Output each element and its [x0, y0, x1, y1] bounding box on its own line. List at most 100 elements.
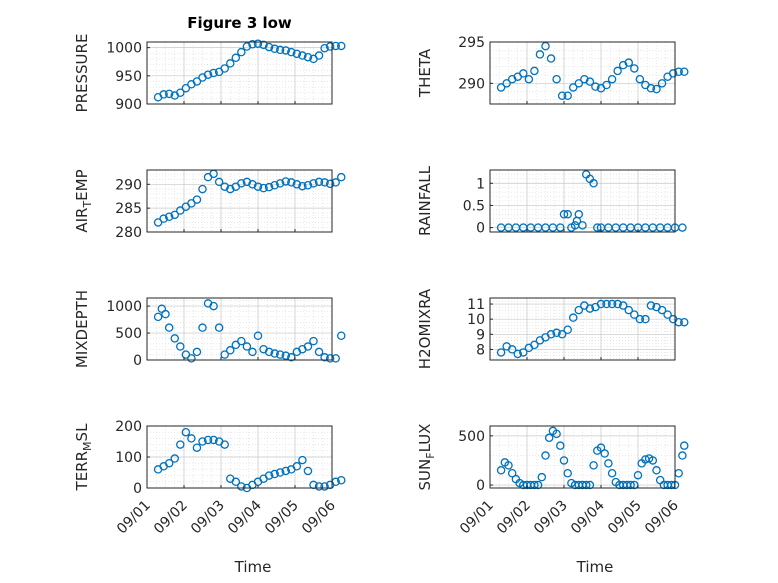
data-point: [569, 83, 578, 92]
data-point: [281, 351, 290, 360]
data-point: [281, 46, 290, 55]
data-point: [680, 67, 689, 77]
data-point: [298, 181, 307, 191]
data-point: [248, 40, 257, 49]
x-tick-label: 09/03: [188, 498, 228, 538]
data-point: [237, 482, 246, 491]
y-tick-label: 200: [115, 419, 142, 435]
data-point: [225, 59, 235, 68]
y-tick-label: 100: [115, 450, 142, 466]
data-point: [556, 223, 565, 232]
x-tick-label: 09/01: [114, 498, 154, 538]
data-point: [596, 443, 606, 452]
data-point: [336, 331, 346, 340]
data-point: [320, 482, 329, 491]
data-point: [519, 348, 528, 357]
data-point: [563, 325, 572, 335]
data-point: [557, 91, 567, 100]
data-point: [237, 179, 246, 188]
data-point: [164, 89, 174, 99]
data-point: [585, 480, 595, 490]
x-axis-label-left: Time: [234, 558, 272, 576]
data-point: [574, 305, 584, 315]
data-point: [635, 314, 645, 324]
data-point: [181, 83, 191, 93]
data-point: [275, 179, 285, 188]
data-point: [314, 347, 324, 357]
data-point: [618, 301, 628, 310]
data-point: [680, 441, 689, 450]
data-point: [596, 299, 606, 309]
x-tick-label: 09/02: [494, 498, 534, 538]
data-point: [220, 350, 229, 359]
y-tick-label: 295: [458, 35, 485, 51]
data-point: [164, 212, 174, 221]
data-point: [641, 314, 650, 324]
data-point: [259, 183, 268, 193]
y-axis-label: PRESSURE: [73, 34, 91, 113]
data-point: [678, 223, 687, 232]
data-point: [657, 79, 667, 88]
data-point: [248, 180, 257, 189]
data-point: [635, 74, 645, 84]
data-point: [264, 471, 274, 480]
data-point: [176, 206, 185, 215]
data-point: [298, 455, 307, 465]
data-point: [646, 301, 656, 310]
x-tick-label: 09/01: [457, 498, 497, 538]
data-point: [259, 40, 268, 50]
data-point: [270, 349, 279, 358]
data-point: [303, 181, 313, 190]
data-point: [270, 181, 279, 190]
data-point: [574, 79, 584, 88]
data-point: [303, 466, 313, 476]
data-point: [281, 466, 290, 476]
data-point: [530, 66, 539, 76]
data-point: [537, 472, 547, 482]
data-point: [600, 449, 609, 458]
data-point: [248, 347, 257, 357]
data-point: [585, 304, 595, 313]
data-point: [292, 180, 302, 189]
data-point: [624, 58, 634, 67]
data-point: [176, 440, 185, 449]
data-point: [648, 456, 658, 465]
data-point: [264, 182, 274, 192]
data-point: [591, 82, 600, 91]
y-tick-label: 0: [476, 478, 485, 494]
data-point: [264, 347, 274, 357]
data-point: [626, 480, 635, 490]
data-point: [314, 51, 324, 60]
data-point: [220, 440, 229, 449]
data-point: [253, 331, 263, 340]
data-point: [161, 309, 170, 319]
y-tick-label: 8: [476, 342, 485, 358]
data-point: [181, 427, 191, 437]
data-point: [292, 49, 302, 59]
data-point: [220, 182, 229, 191]
data-point: [593, 223, 602, 232]
x-axis-label-right: Time: [576, 558, 614, 576]
data-point: [309, 336, 318, 346]
data-point: [630, 310, 639, 319]
data-point: [170, 210, 179, 220]
data-point: [646, 84, 656, 93]
data-point: [502, 79, 511, 88]
data-point: [657, 305, 667, 315]
data-point: [624, 305, 634, 315]
data-point: [242, 42, 252, 51]
data-point: [652, 84, 661, 94]
y-axis-label: RAINFALL: [416, 165, 434, 236]
data-point: [314, 177, 324, 187]
x-tick-label: 09/02: [151, 498, 191, 538]
data-point: [546, 54, 556, 63]
data-point: [164, 458, 174, 468]
data-point: [298, 51, 307, 60]
data-point: [192, 347, 202, 357]
y-tick-label: 0: [133, 353, 142, 369]
y-tick-label: 0: [133, 481, 142, 497]
